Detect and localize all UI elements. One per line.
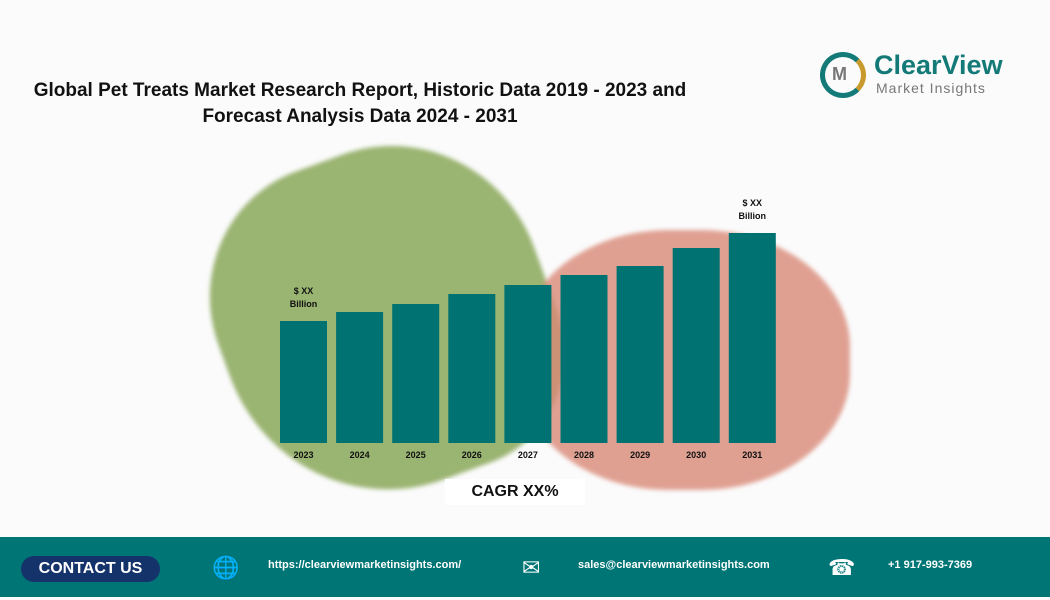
bar-2024 (336, 312, 384, 443)
globe-icon: 🌐 (212, 555, 240, 580)
logo-ring-icon (820, 52, 866, 98)
x-tick-label: 2029 (630, 450, 650, 460)
phone-number[interactable]: +1 917-993-7369 (888, 559, 973, 571)
bar-2025 (392, 304, 440, 443)
bar-2030 (672, 248, 720, 443)
data-label: $ XX (294, 286, 314, 296)
x-tick-label: 2027 (518, 450, 538, 460)
bar-2023 (280, 321, 327, 443)
contact-us-button[interactable]: CONTACT US (21, 556, 160, 582)
bar-2029 (616, 266, 664, 443)
x-tick-label: 2023 (293, 450, 313, 460)
bar-2026 (448, 294, 496, 443)
logo-tagline: Market Insights (876, 80, 986, 96)
data-label: $ XX (743, 198, 763, 208)
logo: M ClearView Market Insights (820, 50, 1020, 100)
x-tick-label: 2030 (686, 450, 706, 460)
phone-icon: ☎ (828, 555, 856, 580)
page-title: Global Pet Treats Market Research Report… (33, 80, 687, 127)
mail-icon: ✉ (522, 555, 541, 580)
logo-name: ClearView (874, 50, 1003, 80)
bar-2031 (728, 233, 776, 443)
cagr-label: CAGR XX% (445, 479, 585, 505)
logo-mark: M (832, 64, 847, 84)
bar-2028 (560, 275, 608, 443)
x-tick-label: 2024 (350, 450, 370, 460)
email-link[interactable]: sales@clearviewmarketinsights.com (578, 559, 770, 571)
x-tick-label: 2031 (742, 450, 762, 460)
x-tick-label: 2028 (574, 450, 594, 460)
website-link[interactable]: https://clearviewmarketinsights.com/ (268, 559, 462, 571)
x-tick-label: 2026 (462, 450, 482, 460)
bar-2027 (504, 285, 552, 443)
x-tick-label: 2025 (406, 450, 426, 460)
footer: CONTACT US 🌐 https://clearviewmarketinsi… (0, 537, 1050, 597)
data-label: Billion (739, 211, 767, 221)
data-label: Billion (290, 299, 318, 309)
